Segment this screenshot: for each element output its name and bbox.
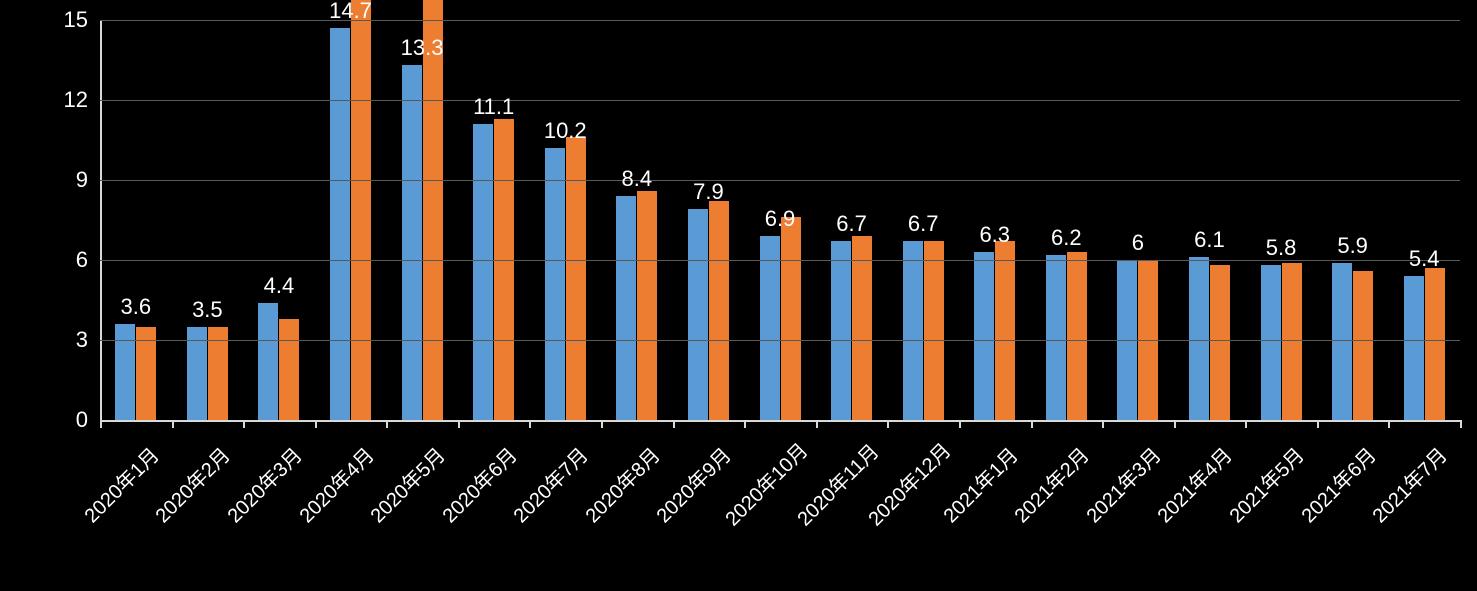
data-label: 7.9 (678, 179, 738, 205)
x-tick-label: 2020年3月 (216, 440, 307, 531)
x-tick-mark (1460, 420, 1462, 428)
y-tick-label: 9 (8, 167, 88, 193)
x-tick-mark (1102, 420, 1104, 428)
bar-series-2 (1353, 271, 1373, 420)
x-axis-line (100, 420, 1460, 422)
data-label: 8.4 (607, 166, 667, 192)
bar-series-2 (1210, 265, 1230, 420)
x-tick-mark (243, 420, 245, 428)
bar-series-1 (688, 209, 708, 420)
chart-container: 036912153.62020年1月3.52020年2月4.42020年3月14… (0, 0, 1477, 591)
bar-series-2 (279, 319, 299, 420)
y-tick-label: 12 (8, 87, 88, 113)
x-tick-label: 2020年10月 (717, 440, 808, 531)
bar-series-1 (115, 324, 135, 420)
x-tick-mark (386, 420, 388, 428)
data-label: 5.9 (1323, 233, 1383, 259)
x-tick-mark (315, 420, 317, 428)
gridline (100, 100, 1460, 101)
bar-series-1 (903, 241, 923, 420)
x-tick-mark (1388, 420, 1390, 428)
bar-series-1 (473, 124, 493, 420)
bar-series-2 (709, 201, 729, 420)
data-label: 6.1 (1179, 227, 1239, 253)
x-tick-mark (816, 420, 818, 428)
bar-series-2 (1067, 252, 1087, 420)
data-label: 11.1 (464, 94, 524, 120)
x-tick-mark (1317, 420, 1319, 428)
bar-series-1 (1046, 255, 1066, 420)
bar-series-2 (637, 191, 657, 420)
bar-series-1 (402, 65, 422, 420)
bar-series-2 (351, 0, 371, 420)
bar-series-2 (781, 217, 801, 420)
bar-series-1 (545, 148, 565, 420)
data-label: 5.8 (1251, 235, 1311, 261)
data-label: 6.7 (893, 211, 953, 237)
gridline (100, 180, 1460, 181)
y-tick-label: 15 (8, 7, 88, 33)
bar-series-2 (924, 241, 944, 420)
data-label: 6.2 (1036, 225, 1096, 251)
bar-series-1 (760, 236, 780, 420)
gridline (100, 340, 1460, 341)
bar-series-1 (1261, 265, 1281, 420)
x-tick-mark (100, 420, 102, 428)
bar-series-2 (423, 0, 443, 420)
x-tick-mark (1031, 420, 1033, 428)
x-tick-mark (887, 420, 889, 428)
x-tick-mark (458, 420, 460, 428)
x-tick-mark (1245, 420, 1247, 428)
data-label: 4.4 (249, 273, 309, 299)
data-label: 6.3 (965, 222, 1025, 248)
bar-series-2 (494, 119, 514, 420)
data-label: 6.9 (750, 206, 810, 232)
bar-series-2 (995, 241, 1015, 420)
bar-series-2 (1282, 263, 1302, 420)
data-label: 6 (1108, 230, 1168, 256)
bar-series-1 (330, 28, 350, 420)
x-tick-mark (1174, 420, 1176, 428)
bar-series-2 (852, 236, 872, 420)
data-label: 5.4 (1394, 246, 1454, 272)
bar-series-1 (974, 252, 994, 420)
bar-series-1 (1332, 263, 1352, 420)
data-label: 6.7 (822, 211, 882, 237)
bar-series-1 (616, 196, 636, 420)
bar-series-1 (831, 241, 851, 420)
bar-series-2 (1425, 268, 1445, 420)
data-label: 3.5 (177, 297, 237, 323)
y-tick-label: 6 (8, 247, 88, 273)
x-tick-mark (673, 420, 675, 428)
y-tick-label: 0 (8, 407, 88, 433)
x-tick-mark (529, 420, 531, 428)
bar-series-1 (1189, 257, 1209, 420)
bar-series-1 (258, 303, 278, 420)
data-label: 13.3 (392, 35, 452, 61)
x-tick-mark (601, 420, 603, 428)
data-label: 10.2 (535, 118, 595, 144)
x-tick-label: 2021年5月 (1218, 440, 1309, 531)
x-tick-mark (744, 420, 746, 428)
gridline (100, 20, 1460, 21)
data-label: 3.6 (106, 294, 166, 320)
x-tick-mark (959, 420, 961, 428)
data-label: 14.7 (321, 0, 381, 24)
bar-series-1 (1404, 276, 1424, 420)
y-tick-label: 3 (8, 327, 88, 353)
x-tick-mark (172, 420, 174, 428)
